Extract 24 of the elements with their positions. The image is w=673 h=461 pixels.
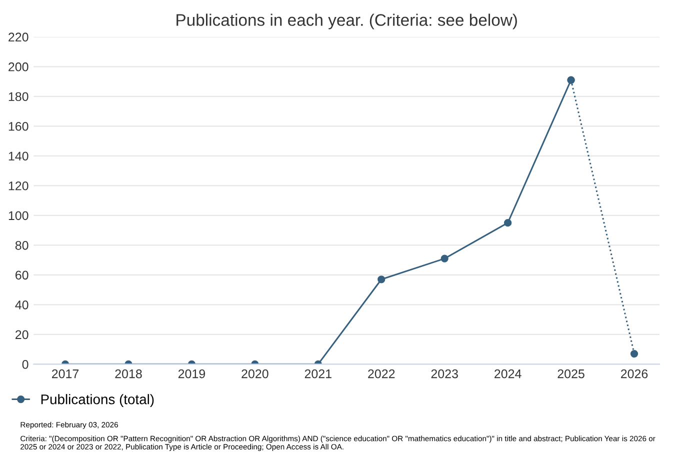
x-tick-label: 2024 xyxy=(494,369,522,378)
x-tick-label: 2021 xyxy=(304,369,332,378)
y-tick-label: 200 xyxy=(8,62,28,72)
x-tick-label: 2017 xyxy=(52,369,79,378)
y-tick-label: 60 xyxy=(16,270,28,280)
y-tick-label: 180 xyxy=(8,92,28,102)
x-tick-label: 2023 xyxy=(431,369,458,378)
x-tick-label: 2019 xyxy=(178,369,206,378)
x-tick-label: 2022 xyxy=(368,369,395,378)
y-tick-label: 100 xyxy=(8,211,28,220)
chart-title: Publications in each year. (Criteria: see below) xyxy=(176,14,517,30)
y-tick-label: 220 xyxy=(8,32,28,42)
x-tick-label: 2018 xyxy=(115,369,142,378)
y-tick-label: 40 xyxy=(15,300,28,310)
y-tick-label: 0 xyxy=(22,360,28,369)
x-tick-label: 2026 xyxy=(620,369,648,378)
x-tick-label: 2020 xyxy=(242,369,268,378)
y-tick-label: 20 xyxy=(16,330,28,340)
x-tick-label: 2025 xyxy=(558,369,584,378)
y-tick-label: 160 xyxy=(8,122,28,131)
legend-label: Publications (total) xyxy=(41,394,154,408)
y-tick-label: 80 xyxy=(15,240,28,250)
y-tick-label: 120 xyxy=(8,181,28,190)
y-tick-label: 140 xyxy=(8,152,28,161)
